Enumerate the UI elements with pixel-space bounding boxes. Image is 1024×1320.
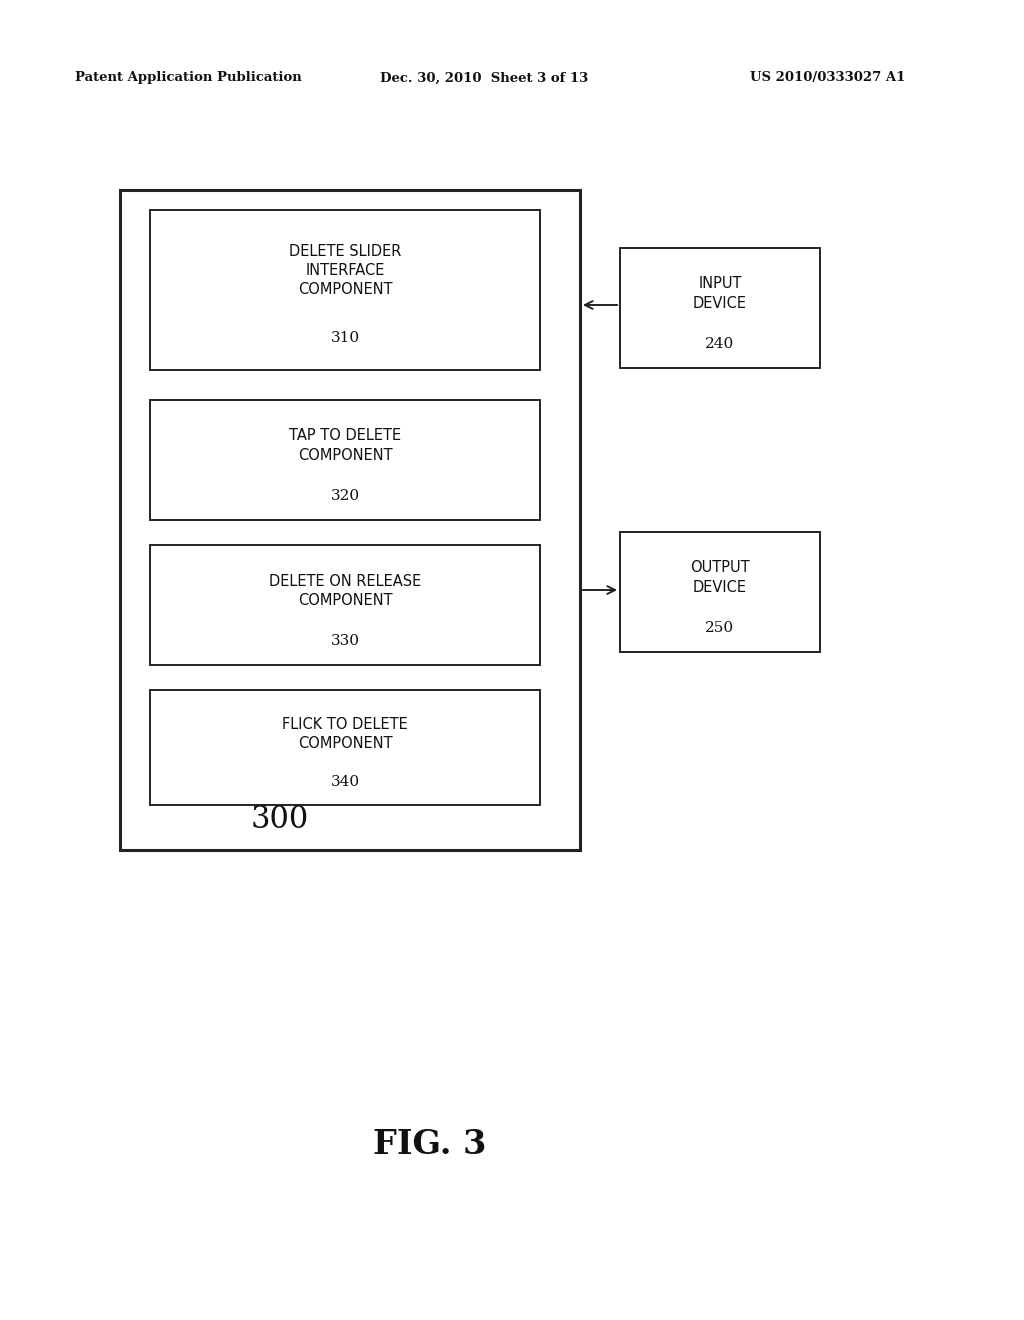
Text: 330: 330 xyxy=(331,634,359,648)
Text: 340: 340 xyxy=(331,775,359,789)
Bar xyxy=(150,545,540,665)
Text: DELETE SLIDER
INTERFACE
COMPONENT: DELETE SLIDER INTERFACE COMPONENT xyxy=(289,244,401,297)
Text: 250: 250 xyxy=(706,620,734,635)
Bar xyxy=(620,248,820,368)
Text: INPUT
DEVICE: INPUT DEVICE xyxy=(693,276,746,310)
Text: US 2010/0333027 A1: US 2010/0333027 A1 xyxy=(750,71,905,84)
Bar xyxy=(120,190,580,850)
Bar xyxy=(620,532,820,652)
Text: Dec. 30, 2010  Sheet 3 of 13: Dec. 30, 2010 Sheet 3 of 13 xyxy=(380,71,588,84)
Text: 310: 310 xyxy=(331,331,359,345)
Text: FLICK TO DELETE
COMPONENT: FLICK TO DELETE COMPONENT xyxy=(283,717,408,751)
Text: 320: 320 xyxy=(331,488,359,503)
Bar xyxy=(150,400,540,520)
Text: OUTPUT
DEVICE: OUTPUT DEVICE xyxy=(690,561,750,595)
Text: Patent Application Publication: Patent Application Publication xyxy=(75,71,302,84)
Bar xyxy=(150,210,540,370)
Text: 240: 240 xyxy=(706,337,734,351)
Text: FIG. 3: FIG. 3 xyxy=(374,1129,486,1162)
Bar xyxy=(150,690,540,805)
Text: TAP TO DELETE
COMPONENT: TAP TO DELETE COMPONENT xyxy=(289,429,401,463)
Text: 300: 300 xyxy=(251,804,309,836)
Text: DELETE ON RELEASE
COMPONENT: DELETE ON RELEASE COMPONENT xyxy=(269,573,421,607)
